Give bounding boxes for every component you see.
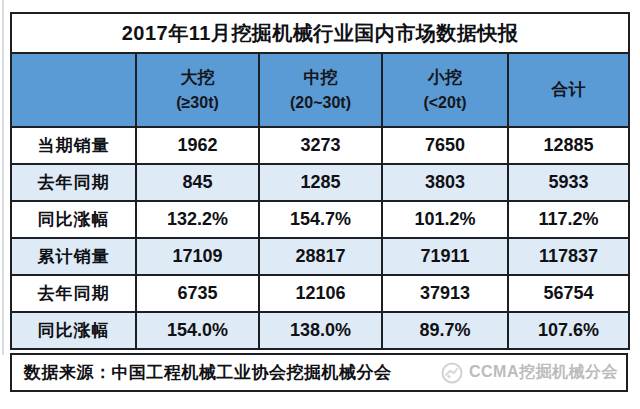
column-range: (<20t) — [383, 91, 507, 114]
cell: 1285 — [259, 164, 382, 201]
table-row-yoy-growth: 同比涨幅 132.2% 154.7% 101.2% 117.2% — [11, 201, 629, 238]
cell: 138.0% — [259, 312, 382, 349]
row-label: 累计销量 — [11, 238, 136, 275]
cell: 117837 — [508, 238, 629, 275]
cell: 107.6% — [508, 312, 629, 349]
row-label: 当期销量 — [11, 127, 136, 164]
cell: 37913 — [382, 275, 508, 312]
cell: 845 — [136, 164, 259, 201]
column-range: (≥30t) — [137, 91, 258, 114]
cell: 17109 — [136, 238, 259, 275]
cell: 7650 — [382, 127, 508, 164]
watermark-text: CCMA挖掘机械分会 — [469, 362, 618, 383]
column-name: 中挖 — [260, 66, 381, 91]
cell: 12106 — [259, 275, 382, 312]
column-name: 小挖 — [383, 66, 507, 91]
cell: 3273 — [259, 127, 382, 164]
watermark: CCMA挖掘机械分会 — [440, 361, 618, 385]
page-title: 2017年11月挖掘机械行业国内市场数据快报 — [11, 13, 629, 53]
cell: 101.2% — [382, 201, 508, 238]
row-label: 同比涨幅 — [11, 312, 136, 349]
data-source-text: 数据来源：中国工程机械工业协会挖掘机械分会 — [24, 361, 392, 384]
cell: 154.0% — [136, 312, 259, 349]
cell: 12885 — [508, 127, 629, 164]
column-header-medium-excavator: 中挖 (20~30t) — [259, 53, 382, 127]
row-label: 去年同期 — [11, 275, 136, 312]
footer-source-bar: 数据来源：中国工程机械工业协会挖掘机械分会 CCMA挖掘机械分会 — [10, 353, 628, 392]
table-row-yoy-growth-cumulative: 同比涨幅 154.0% 138.0% 89.7% 107.6% — [11, 312, 629, 349]
ccma-logo-icon — [440, 361, 464, 385]
header-row: 大挖 (≥30t) 中挖 (20~30t) 小挖 (<20t) 合计 — [11, 53, 629, 127]
column-header-total: 合计 — [508, 53, 629, 127]
column-name: 合计 — [509, 78, 628, 103]
cell: 154.7% — [259, 201, 382, 238]
cell: 6735 — [136, 275, 259, 312]
corner-cell — [11, 53, 136, 127]
cell: 117.2% — [508, 201, 629, 238]
report-sheet: 2017年11月挖掘机械行业国内市场数据快报 大挖 (≥30t) 中挖 (20~… — [0, 0, 640, 409]
title-row: 2017年11月挖掘机械行业国内市场数据快报 — [11, 13, 629, 53]
column-name: 大挖 — [137, 66, 258, 91]
market-data-table: 2017年11月挖掘机械行业国内市场数据快报 大挖 (≥30t) 中挖 (20~… — [10, 12, 630, 350]
table-row-current-sales: 当期销量 1962 3273 7650 12885 — [11, 127, 629, 164]
cell: 28817 — [259, 238, 382, 275]
table-row-last-year-same-period-cumulative: 去年同期 6735 12106 37913 56754 — [11, 275, 629, 312]
page-edge-line — [2, 0, 4, 355]
column-header-small-excavator: 小挖 (<20t) — [382, 53, 508, 127]
cell: 5933 — [508, 164, 629, 201]
table-row-last-year-same-period: 去年同期 845 1285 3803 5933 — [11, 164, 629, 201]
cell: 3803 — [382, 164, 508, 201]
column-header-large-excavator: 大挖 (≥30t) — [136, 53, 259, 127]
cell: 71911 — [382, 238, 508, 275]
row-label: 同比涨幅 — [11, 201, 136, 238]
column-range: (20~30t) — [260, 91, 381, 114]
cell: 1962 — [136, 127, 259, 164]
cell: 89.7% — [382, 312, 508, 349]
table-row-cumulative-sales: 累计销量 17109 28817 71911 117837 — [11, 238, 629, 275]
cell: 56754 — [508, 275, 629, 312]
row-label: 去年同期 — [11, 164, 136, 201]
cell: 132.2% — [136, 201, 259, 238]
